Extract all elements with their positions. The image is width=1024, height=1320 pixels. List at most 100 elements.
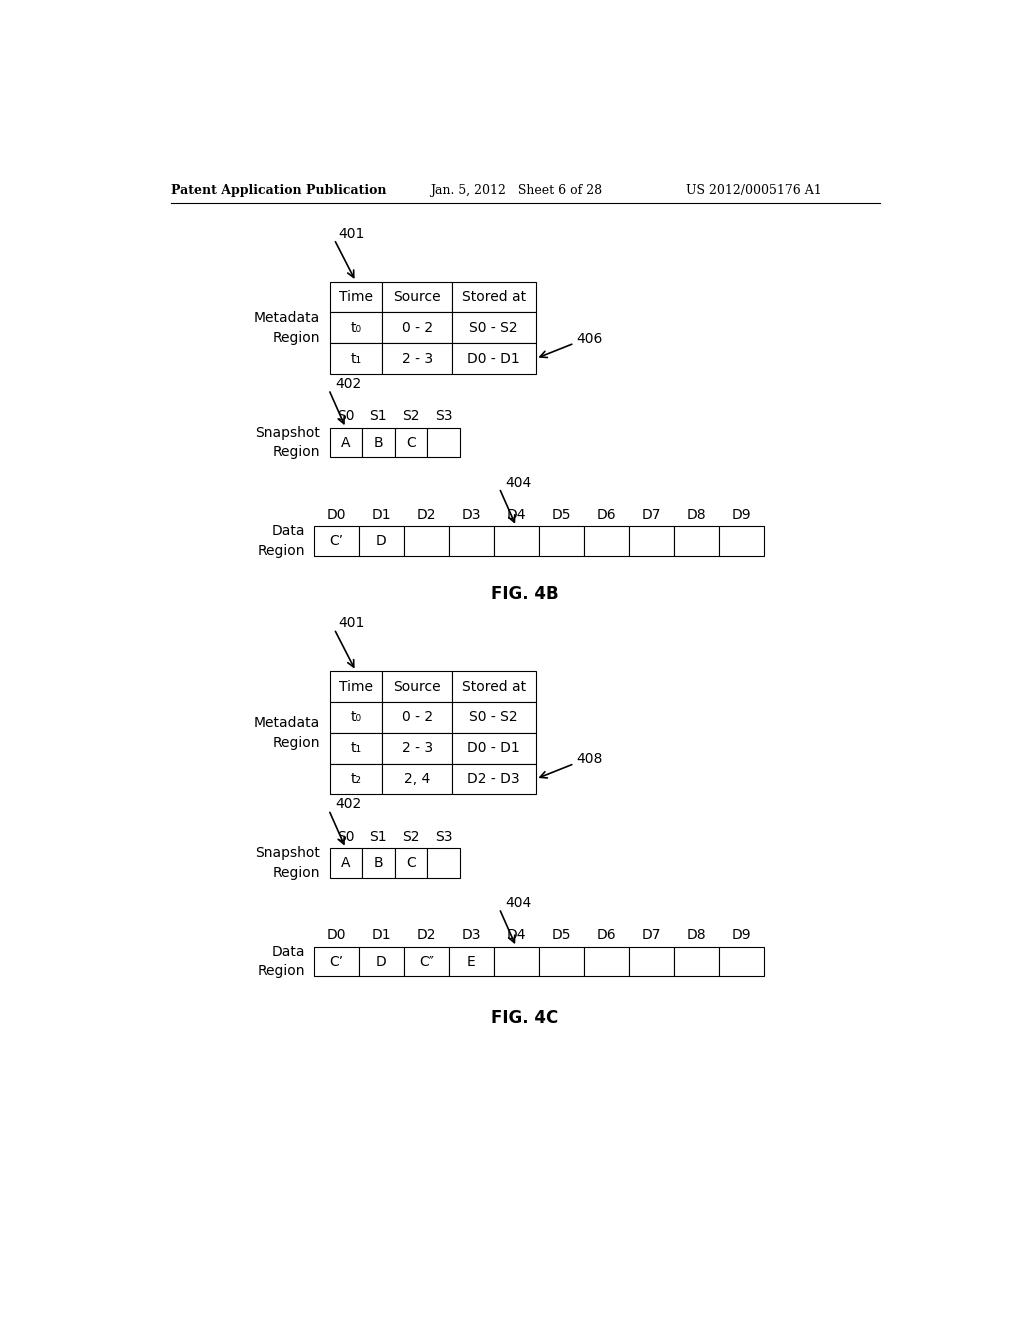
Text: D: D: [376, 954, 387, 969]
Text: 402: 402: [335, 378, 361, 391]
Text: S2: S2: [402, 830, 420, 843]
Text: A: A: [341, 436, 350, 450]
Text: S0: S0: [337, 830, 354, 843]
Text: Snapshot
Region: Snapshot Region: [255, 426, 321, 459]
Bar: [452, 763, 536, 795]
Bar: [584, 527, 629, 556]
Text: t₂: t₂: [350, 772, 361, 785]
Text: Jan. 5, 2012   Sheet 6 of 28: Jan. 5, 2012 Sheet 6 of 28: [430, 185, 602, 197]
Bar: [629, 946, 674, 977]
Text: 406: 406: [577, 331, 603, 346]
Bar: [449, 527, 494, 556]
Bar: [539, 946, 584, 977]
Bar: [427, 428, 460, 457]
Bar: [382, 281, 452, 313]
Text: D9: D9: [731, 928, 751, 942]
Text: C’: C’: [330, 954, 343, 969]
Text: D2: D2: [417, 508, 436, 521]
Text: D7: D7: [641, 508, 660, 521]
Bar: [584, 946, 629, 977]
Text: Metadata
Region: Metadata Region: [254, 715, 321, 750]
Text: C″: C″: [419, 954, 434, 969]
Bar: [330, 702, 382, 733]
Bar: [382, 733, 452, 763]
Bar: [330, 849, 362, 878]
Text: D0: D0: [327, 508, 346, 521]
Text: S0 - S2: S0 - S2: [469, 710, 518, 725]
Text: 404: 404: [506, 475, 531, 490]
Text: 0 - 2: 0 - 2: [401, 710, 432, 725]
Text: B: B: [374, 855, 383, 870]
Bar: [403, 946, 449, 977]
Text: Metadata
Region: Metadata Region: [254, 312, 321, 345]
Bar: [494, 946, 539, 977]
Text: S1: S1: [370, 409, 387, 424]
Bar: [382, 343, 452, 374]
Text: D0 - D1: D0 - D1: [467, 351, 520, 366]
Text: D: D: [376, 535, 387, 548]
Bar: [452, 343, 536, 374]
Bar: [394, 428, 427, 457]
Bar: [314, 946, 359, 977]
Text: S3: S3: [434, 830, 453, 843]
Text: E: E: [467, 954, 476, 969]
Bar: [452, 313, 536, 343]
Text: 0 - 2: 0 - 2: [401, 321, 432, 335]
Bar: [449, 946, 494, 977]
Text: D1: D1: [372, 508, 391, 521]
Text: Snapshot
Region: Snapshot Region: [255, 846, 321, 879]
Text: 408: 408: [577, 752, 603, 766]
Text: t₁: t₁: [350, 351, 361, 366]
Bar: [362, 849, 394, 878]
Text: D2: D2: [417, 928, 436, 942]
Bar: [382, 313, 452, 343]
Bar: [427, 849, 460, 878]
Text: D4: D4: [507, 928, 526, 942]
Bar: [674, 527, 719, 556]
Text: S0: S0: [337, 409, 354, 424]
Text: t₀: t₀: [350, 321, 361, 335]
Text: S2: S2: [402, 409, 420, 424]
Text: C’: C’: [330, 535, 343, 548]
Text: Data
Region: Data Region: [257, 524, 305, 558]
Text: D4: D4: [507, 508, 526, 521]
Text: D9: D9: [731, 508, 751, 521]
Text: Time: Time: [339, 290, 373, 304]
Bar: [719, 527, 764, 556]
Bar: [494, 527, 539, 556]
Text: 401: 401: [339, 616, 366, 631]
Text: FIG. 4B: FIG. 4B: [490, 585, 559, 603]
Text: t₁: t₁: [350, 742, 361, 755]
Text: 401: 401: [339, 227, 366, 240]
Bar: [330, 671, 382, 702]
Bar: [362, 428, 394, 457]
Text: D3: D3: [462, 508, 481, 521]
Text: D5: D5: [552, 508, 571, 521]
Text: S3: S3: [434, 409, 453, 424]
Bar: [539, 527, 584, 556]
Text: D6: D6: [596, 508, 616, 521]
Text: 2, 4: 2, 4: [403, 772, 430, 785]
Text: 404: 404: [506, 896, 531, 909]
Text: D3: D3: [462, 928, 481, 942]
Text: Source: Source: [393, 290, 441, 304]
Text: US 2012/0005176 A1: US 2012/0005176 A1: [686, 185, 821, 197]
Text: D1: D1: [372, 928, 391, 942]
Text: D8: D8: [686, 508, 706, 521]
Bar: [330, 343, 382, 374]
Bar: [674, 946, 719, 977]
Bar: [394, 849, 427, 878]
Text: D0 - D1: D0 - D1: [467, 742, 520, 755]
Bar: [330, 733, 382, 763]
Text: Stored at: Stored at: [462, 290, 526, 304]
Text: D7: D7: [641, 928, 660, 942]
Text: 2 - 3: 2 - 3: [401, 351, 432, 366]
Text: A: A: [341, 855, 350, 870]
Text: D2 - D3: D2 - D3: [468, 772, 520, 785]
Bar: [359, 946, 403, 977]
Bar: [382, 702, 452, 733]
Text: Data
Region: Data Region: [257, 945, 305, 978]
Bar: [719, 946, 764, 977]
Bar: [452, 702, 536, 733]
Text: Stored at: Stored at: [462, 680, 526, 693]
